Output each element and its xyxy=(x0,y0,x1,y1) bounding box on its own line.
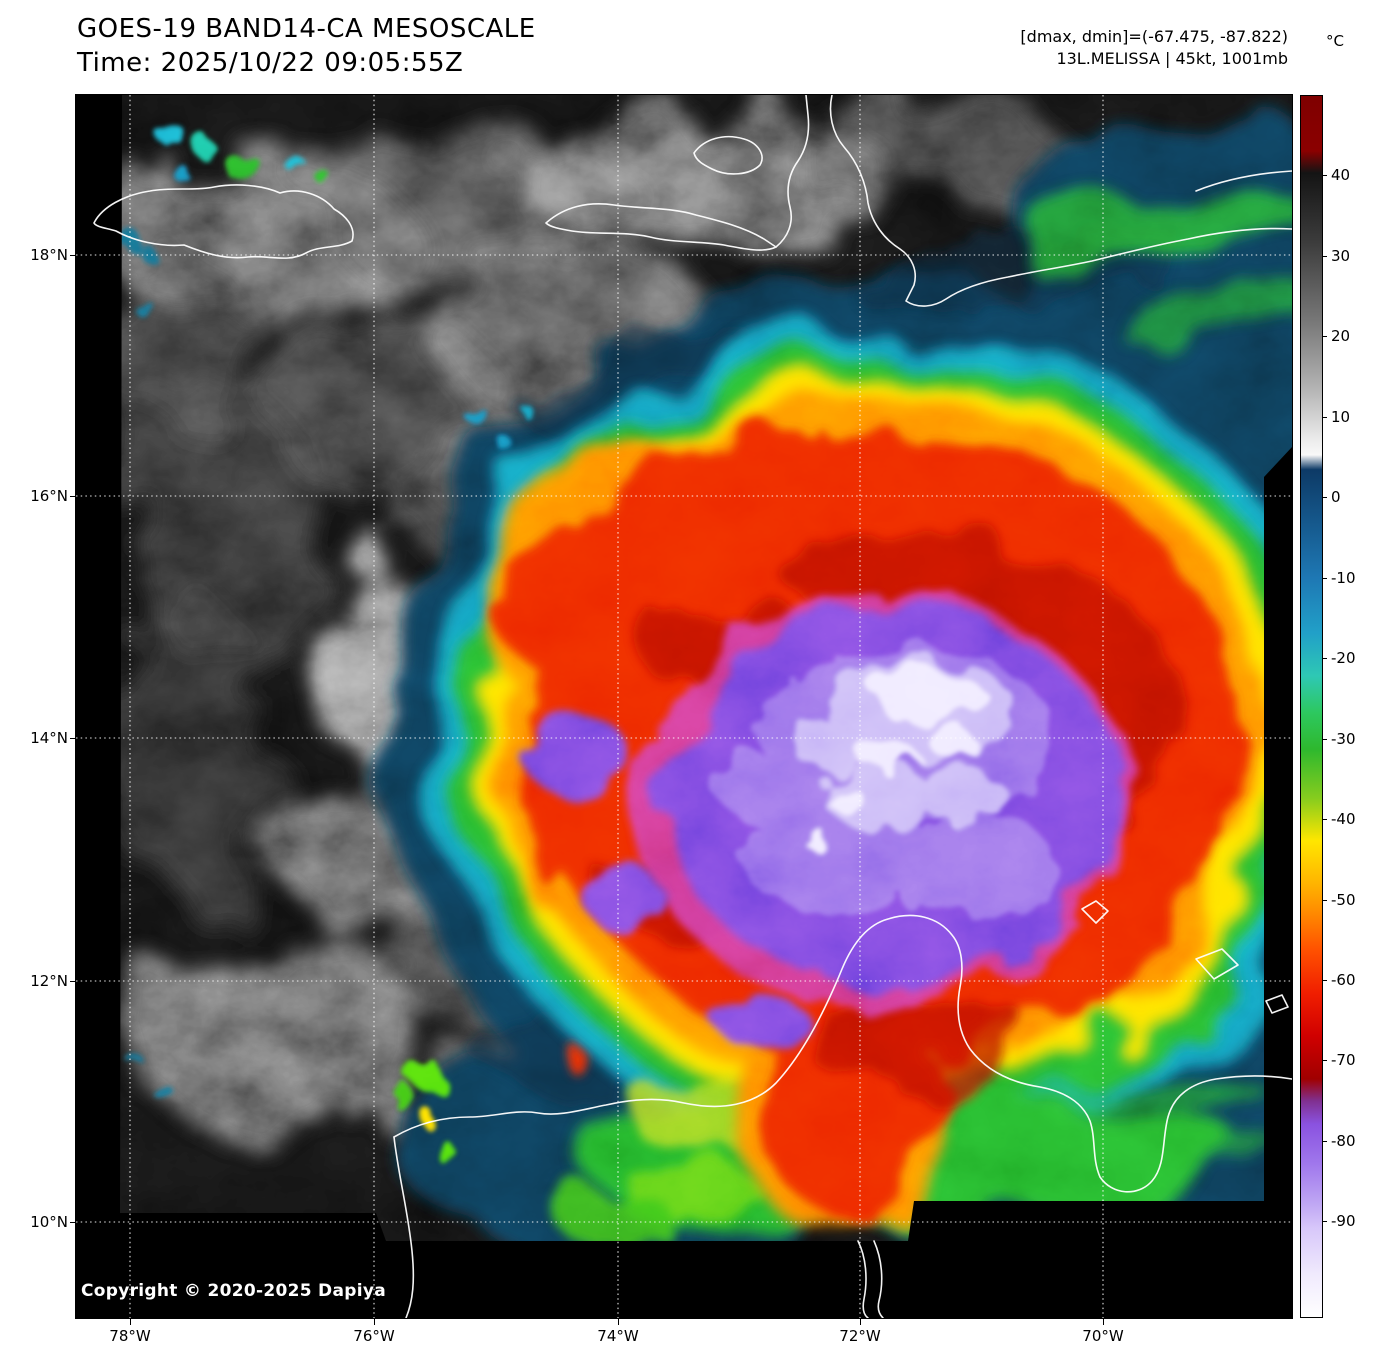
coastline-aruba xyxy=(1081,900,1109,924)
satellite-map: Copyright © 2020-2025 Dapiya xyxy=(75,94,1293,1319)
colorbar-tick-label: -80 xyxy=(1331,1132,1356,1150)
lat-label-16n: 16°N xyxy=(30,487,68,505)
coastline-hispaniola-inland xyxy=(1195,170,1292,192)
lon-label-72w: 72°W xyxy=(839,1327,881,1345)
coastline-jamaica xyxy=(93,184,354,259)
colorbar xyxy=(1300,95,1323,1318)
colorbar-tick xyxy=(1322,658,1327,659)
dmax-dmin-label: [dmax, dmin]=(-67.475, -87.822) xyxy=(1020,27,1288,46)
lon-label-78w: 78°W xyxy=(109,1327,151,1345)
figure-title: GOES-19 BAND14-CA MESOSCALE xyxy=(77,14,536,44)
colorbar-tick-label: 40 xyxy=(1331,166,1351,184)
satellite-scene xyxy=(76,95,1292,1318)
axis-tick xyxy=(70,738,76,739)
colorbar-tick-label: -50 xyxy=(1331,891,1356,909)
lat-label-12n: 12°N xyxy=(30,972,68,990)
coastline-south-america xyxy=(393,914,1292,1193)
figure-time: Time: 2025/10/22 09:05:55Z xyxy=(77,48,464,78)
coastline-curacao xyxy=(1195,948,1239,980)
axis-tick xyxy=(70,981,76,982)
colorbar-tick xyxy=(1322,739,1327,740)
colorbar-tick xyxy=(1322,417,1327,418)
colorbar-tick xyxy=(1322,1221,1327,1222)
coastline-colombia-west xyxy=(393,1136,415,1318)
coastlines xyxy=(93,95,1292,1318)
colorbar-tick-label: -10 xyxy=(1331,569,1356,587)
coastline-bonaire xyxy=(1265,994,1289,1014)
coastline-hispaniola-south xyxy=(829,95,1292,307)
colorbar-tick xyxy=(1322,578,1327,579)
colorbar-tick-label: 10 xyxy=(1331,408,1351,426)
colorbar-tick-label: -20 xyxy=(1331,649,1356,667)
lat-label-14n: 14°N xyxy=(30,729,68,747)
axis-tick xyxy=(70,255,76,256)
lat-label-18n: 18°N xyxy=(30,246,68,264)
gridlines xyxy=(76,95,1292,1318)
colorbar-tick-label: 20 xyxy=(1331,327,1351,345)
coastline-haiti-north xyxy=(775,95,810,248)
coastline-river-right xyxy=(873,1240,884,1318)
colorbar-tick-label: -30 xyxy=(1331,730,1356,748)
lon-label-70w: 70°W xyxy=(1082,1327,1124,1345)
colorbar-tick xyxy=(1322,900,1327,901)
header-meta: [dmax, dmin]=(-67.475, -87.822) 13L.MELI… xyxy=(1020,26,1288,70)
lat-label-10n: 10°N xyxy=(30,1213,68,1231)
colorbar-tick-label: -70 xyxy=(1331,1051,1356,1069)
colorbar-tick xyxy=(1322,497,1327,498)
storm-info-label: 13L.MELISSA | 45kt, 1001mb xyxy=(1056,49,1288,68)
colorbar-tick xyxy=(1322,1141,1327,1142)
colorbar-tick xyxy=(1322,980,1327,981)
colorbar-tick xyxy=(1322,1060,1327,1061)
colorbar-unit-label: °C xyxy=(1326,32,1344,50)
axis-tick xyxy=(618,1319,619,1325)
colorbar-tick xyxy=(1322,336,1327,337)
colorbar-tick-label: 0 xyxy=(1331,488,1341,506)
axis-tick xyxy=(70,1222,76,1223)
colorbar-tick xyxy=(1322,175,1327,176)
colorbar-tick xyxy=(1322,819,1327,820)
noise-texture-top xyxy=(120,95,1292,1241)
colorbar-tick-label: -90 xyxy=(1331,1212,1356,1230)
colorbar-tick-label: -60 xyxy=(1331,971,1356,989)
axis-tick xyxy=(860,1319,861,1325)
axis-tick xyxy=(1103,1319,1104,1325)
satellite-swath xyxy=(120,95,1292,1241)
coastline-haiti-peninsula xyxy=(545,203,777,251)
copyright-label: Copyright © 2020-2025 Dapiya xyxy=(81,1281,386,1301)
colorbar-tick-label: -40 xyxy=(1331,810,1356,828)
coastline-river-left xyxy=(857,1240,869,1318)
coastline-gonave xyxy=(693,135,763,175)
axis-tick xyxy=(70,496,76,497)
lon-label-76w: 76°W xyxy=(353,1327,395,1345)
lon-label-74w: 74°W xyxy=(597,1327,639,1345)
axis-tick xyxy=(130,1319,131,1325)
colorbar-tick xyxy=(1322,256,1327,257)
colorbar-tick-label: 30 xyxy=(1331,247,1351,265)
axis-tick xyxy=(374,1319,375,1325)
